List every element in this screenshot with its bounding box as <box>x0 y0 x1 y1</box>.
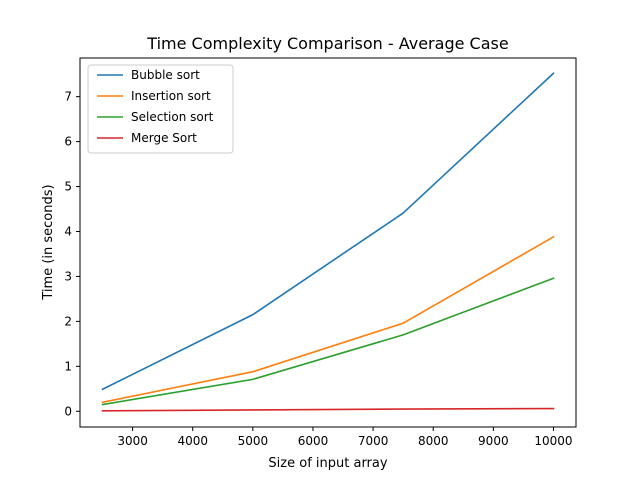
x-tick-label: 6000 <box>298 434 329 448</box>
x-tick-label: 8000 <box>418 434 449 448</box>
x-tick-label: 10000 <box>534 434 572 448</box>
y-tick-label: 4 <box>64 224 72 238</box>
series-line-1 <box>101 235 555 404</box>
chart-title: Time Complexity Comparison - Average Cas… <box>146 34 508 53</box>
x-tick-label: 7000 <box>358 434 389 448</box>
axes-layer: 3000 4000 5000 6000 7000 8000 9000 10000 0 1 2 3 4 5 6… <box>64 57 577 448</box>
legend-label-0: Bubble sort <box>131 68 200 82</box>
y-tick-label: 7 <box>64 90 72 104</box>
y-tick-label: 6 <box>64 135 72 149</box>
series-line-2 <box>101 277 555 406</box>
y-tick-label: 1 <box>64 359 72 373</box>
plot-frame <box>79 57 577 428</box>
x-tick-label: 3000 <box>117 434 148 448</box>
legend-box <box>87 64 234 154</box>
y-tick-label: 2 <box>64 314 72 328</box>
x-tick-label: 4000 <box>177 434 208 448</box>
y-tick-label: 0 <box>64 404 72 418</box>
series-layer <box>101 72 555 412</box>
x-tick-label: 9000 <box>478 434 509 448</box>
legend-label-2: Selection sort <box>131 110 214 124</box>
y-tick-label: 3 <box>64 269 72 283</box>
legend-label-3: Merge Sort <box>131 131 197 145</box>
y-tick-label: 5 <box>64 180 72 194</box>
x-axis-label: Size of input array <box>268 456 387 471</box>
series-line-3 <box>101 407 555 412</box>
y-axis-label: Time (in seconds) <box>41 184 56 300</box>
x-tick-label: 5000 <box>238 434 269 448</box>
legend-label-1: Insertion sort <box>131 89 211 103</box>
legend: Bubble sort Insertion sort Selection sort M… <box>87 64 234 154</box>
series-line-0 <box>101 72 555 391</box>
